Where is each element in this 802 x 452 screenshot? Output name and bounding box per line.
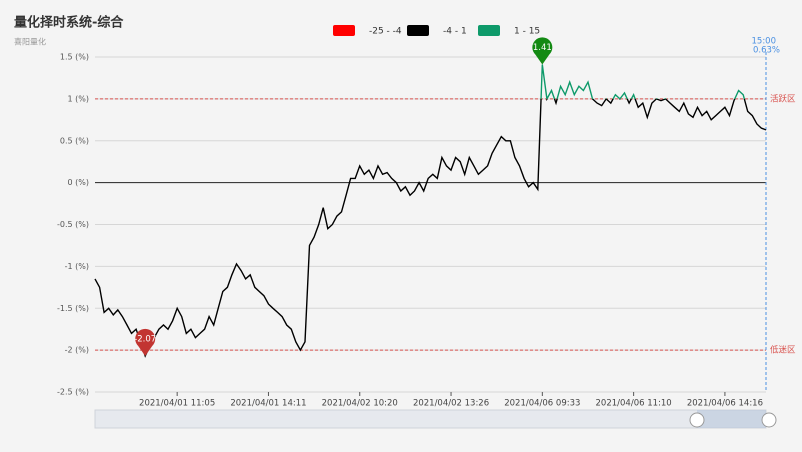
y-tick-label: -2 (%) (65, 346, 89, 355)
mark-point (532, 37, 553, 65)
end-time: 15:00 (752, 37, 777, 47)
y-tick-label: -0.5 (%) (57, 220, 89, 229)
x-tick-label: 2021/04/01 11:05 (139, 399, 215, 409)
x-tick-label: 2021/04/06 14:16 (687, 399, 763, 409)
chart-title: 量化择时系统-综合 (14, 15, 124, 31)
mark-line-label: 活跃区 (770, 93, 796, 104)
chart-subtitle: 喜阳量化 (14, 37, 46, 47)
legend-swatch (478, 25, 500, 36)
y-tick-label: 1.5 (%) (60, 53, 89, 62)
y-tick-label: 0 (%) (68, 178, 89, 187)
legend-label: -4 - 1 (443, 27, 467, 37)
y-tick-label: -2.5 (%) (57, 388, 89, 397)
y-tick-label: 0.5 (%) (60, 136, 89, 145)
x-tick-label: 2021/04/06 11:10 (596, 399, 672, 409)
data-zoom[interactable] (94, 409, 777, 429)
zoom-handle[interactable] (689, 412, 705, 428)
legend-swatch (407, 25, 429, 36)
series-line (94, 64, 767, 358)
x-tick-label: 2021/04/01 14:11 (230, 399, 306, 409)
zoom-window[interactable] (697, 410, 766, 428)
y-tick-label: -1 (%) (65, 262, 89, 271)
legend-swatch (333, 25, 355, 36)
mark-point-label: 1.41 (533, 43, 552, 53)
y-tick-label: 1 (%) (68, 94, 89, 103)
y-tick-label: -1.5 (%) (57, 304, 89, 313)
x-tick-label: 2021/04/06 09:33 (504, 399, 580, 409)
legend-label: -25 - -4 (369, 27, 402, 37)
mark-point (135, 328, 156, 356)
mark-line-label: 低迷区 (770, 345, 796, 356)
legend-label: 1 - 15 (514, 27, 540, 37)
zoom-handle[interactable] (761, 412, 777, 428)
x-tick-label: 2021/04/02 13:26 (413, 399, 489, 409)
x-tick-label: 2021/04/02 10:20 (322, 399, 398, 409)
end-value: 0.63% (753, 46, 780, 56)
mark-point-label: -2.07 (134, 334, 156, 344)
zoom-track (94, 409, 767, 429)
